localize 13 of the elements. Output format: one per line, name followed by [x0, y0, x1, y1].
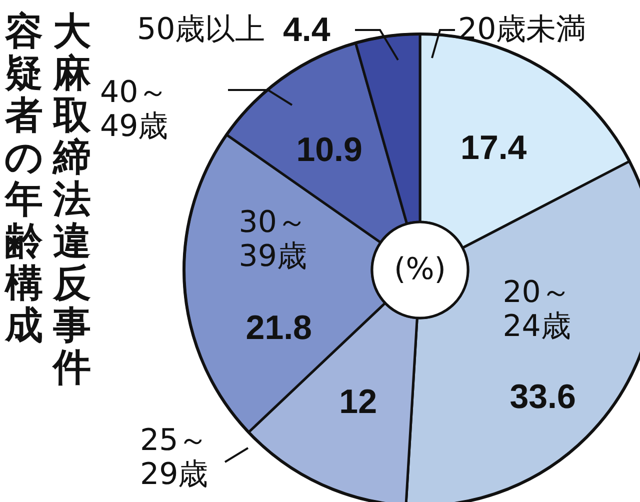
data-label: 12: [339, 383, 377, 422]
chart-title: 大麻取締法違反事件容疑者の年齢構成: [4, 9, 91, 389]
slice-label: 30～39歳: [238, 205, 308, 274]
data-label: 33.6: [510, 378, 576, 418]
slice-label: 50歳以上: [137, 12, 266, 47]
data-label: 21.8: [246, 308, 312, 348]
slice-label: 25～29歳: [140, 423, 210, 492]
data-label: 10.9: [296, 131, 362, 170]
data-label: 4.4: [283, 10, 330, 50]
legend-label: 40～49歳: [100, 75, 170, 144]
slice-label: 20～24歳: [502, 274, 572, 344]
text: (%): [394, 252, 446, 287]
data-label: 17.4: [460, 129, 527, 168]
